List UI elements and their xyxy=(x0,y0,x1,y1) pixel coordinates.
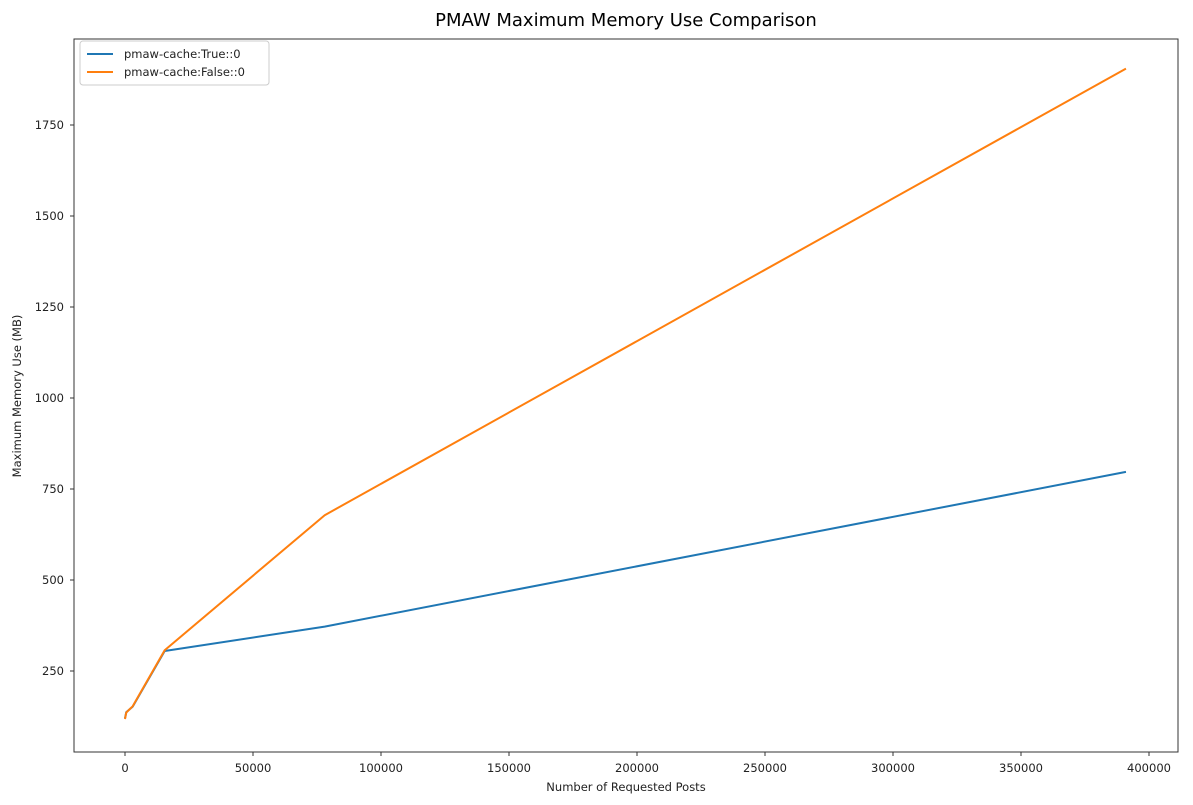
y-tick-label: 1000 xyxy=(35,391,64,405)
legend-label-true: pmaw-cache:True::0 xyxy=(124,47,241,61)
series-line-1 xyxy=(124,67,1127,720)
series-line-0 xyxy=(124,470,1127,719)
legend-label-false: pmaw-cache:False::0 xyxy=(124,65,245,79)
legend: pmaw-cache:True::0 pmaw-cache:False::0 xyxy=(79,40,270,86)
y-tick-label: 500 xyxy=(42,573,64,587)
x-tick-label: 400000 xyxy=(1127,761,1171,775)
y-tick-label: 1250 xyxy=(35,300,64,314)
x-tick-label: 100000 xyxy=(359,761,403,775)
y-tick-label: 1750 xyxy=(35,118,64,132)
x-tick-label: 200000 xyxy=(615,761,659,775)
x-tick-label: 50000 xyxy=(235,761,272,775)
x-axis-ticks: 0 50000 100000 150000 200000 250000 300000 3500… xyxy=(121,752,1171,775)
x-tick-label: 150000 xyxy=(487,761,531,775)
x-tick-label: 250000 xyxy=(743,761,787,775)
y-axis-label: Maximum Memory Use (MB) xyxy=(10,315,24,478)
y-axis-ticks: 250 500 750 1000 1250 1500 1750 xyxy=(35,118,74,678)
x-tick-label: 350000 xyxy=(999,761,1043,775)
chart-title: PMAW Maximum Memory Use Comparison xyxy=(435,10,817,31)
axes-frame xyxy=(73,38,1179,753)
plot-area xyxy=(124,67,1127,720)
legend-box xyxy=(79,40,270,86)
y-tick-label: 750 xyxy=(42,482,64,496)
x-tick-label: 300000 xyxy=(871,761,915,775)
x-tick-label: 0 xyxy=(121,761,128,775)
y-tick-label: 1500 xyxy=(35,209,64,223)
y-tick-label: 250 xyxy=(42,664,64,678)
x-axis-label: Number of Requested Posts xyxy=(546,780,705,794)
